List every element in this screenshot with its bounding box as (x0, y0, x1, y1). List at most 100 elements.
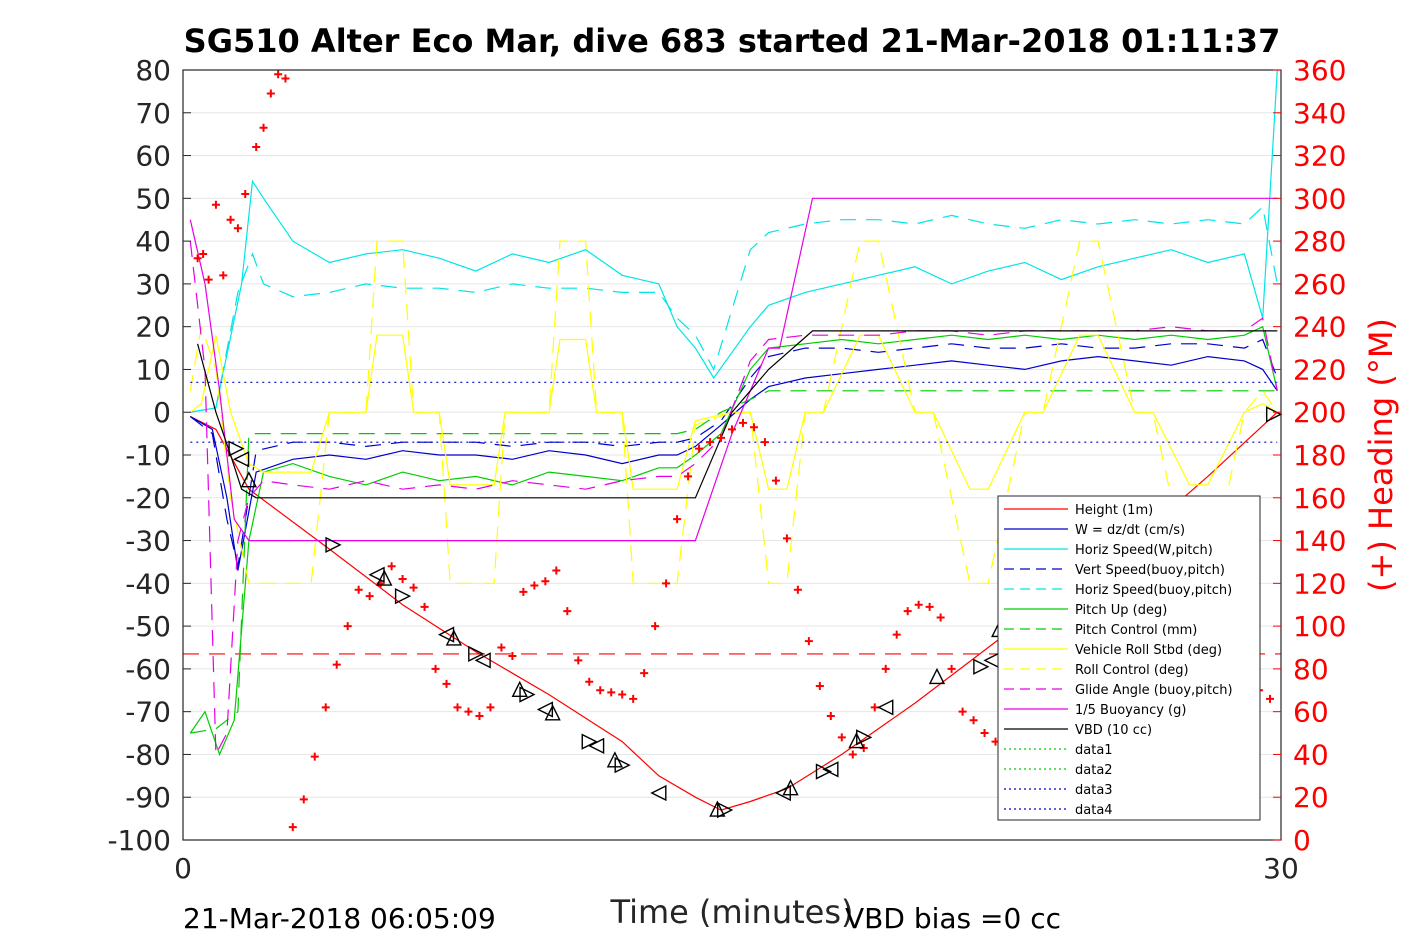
left-tick-label: -30 (125, 525, 171, 558)
heading-point (640, 669, 649, 678)
legend-entry-label: data1 (1075, 743, 1113, 758)
right-tick-label: 280 (1293, 225, 1346, 258)
left-axis-ticks: 80 70 60 50 40 30 20 10 0 -10 -20 -30 -40 -50 -60 -70 -8… (107, 54, 191, 857)
heading-point (837, 733, 846, 742)
legend-entry-label: Horiz Speed(buoy,pitch) (1075, 583, 1232, 598)
left-tick-label: -20 (125, 482, 171, 515)
heading-point (475, 711, 484, 720)
right-axis-label: (+) Heading (°M) (1362, 318, 1400, 592)
legend-entry-label: data3 (1075, 783, 1113, 798)
heading-point (497, 643, 506, 652)
series-line-roll-control-deg- (189, 240, 1278, 584)
left-tick-label: 40 (135, 225, 171, 258)
triangle-marker (468, 645, 485, 663)
heading-point (749, 423, 758, 432)
left-tick-label: -50 (125, 610, 171, 643)
triangle-marker (519, 686, 536, 703)
triangle-marker (822, 761, 839, 778)
heading-point (793, 585, 802, 594)
heading-point (629, 694, 638, 703)
heading-point (914, 600, 923, 609)
legend-entry-label: Horiz Speed(W,pitch) (1075, 543, 1213, 558)
triangle-marker (368, 566, 385, 583)
right-tick-label: 260 (1293, 268, 1346, 301)
triangle-marker (973, 658, 990, 675)
right-tick-label: 0 (1293, 824, 1311, 857)
heading-point (651, 622, 660, 631)
left-tick-label: 50 (135, 182, 171, 215)
left-tick-label: 60 (135, 140, 171, 173)
triangle-marker (1265, 406, 1283, 423)
left-tick-label: 10 (135, 353, 171, 386)
left-tick-label: -80 (125, 738, 171, 771)
heading-point (387, 562, 396, 571)
legend-entry-label: Vehicle Roll Stbd (deg) (1075, 643, 1222, 658)
right-tick-label: 220 (1293, 353, 1346, 386)
triangle-marker (848, 732, 865, 749)
legend-entry-label: data4 (1075, 803, 1113, 818)
right-tick-label: 240 (1293, 311, 1346, 344)
legend: Height (1m) W = dz/dt (cm/s) Horiz Speed(W… (997, 495, 1261, 821)
heading-point (552, 566, 561, 575)
series-line-horiz-speed-buoy-pitch- (190, 205, 1278, 413)
triangle-marker (536, 701, 554, 718)
heading-point (321, 703, 330, 712)
heading-point (541, 577, 550, 586)
heading-point (420, 602, 429, 611)
x-axis-label: Time (minutes) (610, 893, 854, 931)
triangle-marker (240, 471, 258, 488)
heading-point (211, 200, 220, 209)
heading-point (204, 275, 213, 284)
legend-entry-label: Glide Angle (buoy,pitch) (1075, 683, 1233, 698)
left-tick-label: -90 (125, 781, 171, 814)
heading-point (925, 602, 934, 611)
heading-point (804, 637, 813, 646)
right-tick-label: 40 (1293, 738, 1329, 771)
heading-point (281, 74, 290, 83)
series-line-1-5-buoyancy-g- (189, 197, 1278, 542)
triangle-marker (437, 626, 455, 643)
triangle-marker (614, 757, 631, 774)
heading-point (903, 607, 912, 616)
footer-timestamp: 21-Mar-2018 06:05:09 (183, 902, 496, 935)
heading-point (274, 70, 283, 79)
triangle-marker (856, 729, 873, 746)
heading-point (464, 707, 473, 716)
x-axis-ticks: 0 30 (174, 852, 1299, 885)
legend-entry-label: VBD (10 cc) (1075, 723, 1152, 738)
heading-point (947, 664, 956, 673)
heading-point (226, 215, 235, 224)
left-tick-label: -60 (125, 653, 171, 686)
triangle-marker (716, 801, 734, 819)
heading-point (662, 579, 671, 588)
triangle-marker (325, 536, 342, 553)
heading-point (728, 425, 736, 434)
heading-point (530, 581, 539, 590)
right-tick-label: 100 (1293, 610, 1346, 643)
heading-point (969, 716, 978, 725)
heading-point (892, 630, 901, 639)
right-tick-label: 320 (1293, 140, 1346, 173)
series-line-w-dz-dt-cm-s- (189, 355, 1278, 571)
heading-point (618, 690, 627, 699)
x-tick-label: 0 (174, 852, 192, 885)
heading-point (199, 249, 208, 258)
triangle-marker (581, 733, 598, 750)
triangle-marker (394, 588, 412, 605)
triangle-marker (782, 779, 799, 796)
heading-point (760, 438, 769, 447)
heading-point (1266, 694, 1275, 703)
heading-point (431, 664, 440, 673)
legend-box (997, 495, 1261, 821)
triangle-marker (928, 667, 946, 685)
heading-point (815, 682, 824, 690)
triangle-marker (232, 451, 250, 468)
left-tick-label: -100 (107, 824, 171, 857)
legend-entry-label: Pitch Up (deg) (1075, 603, 1167, 618)
chart-title: SG510 Alter Eco Mar, dive 683 started 21… (184, 22, 1281, 60)
left-tick-label: 30 (135, 268, 171, 301)
heading-point (442, 679, 451, 688)
left-tick-label: 0 (153, 396, 171, 429)
right-tick-label: 120 (1293, 567, 1346, 600)
heading-point (826, 711, 835, 720)
